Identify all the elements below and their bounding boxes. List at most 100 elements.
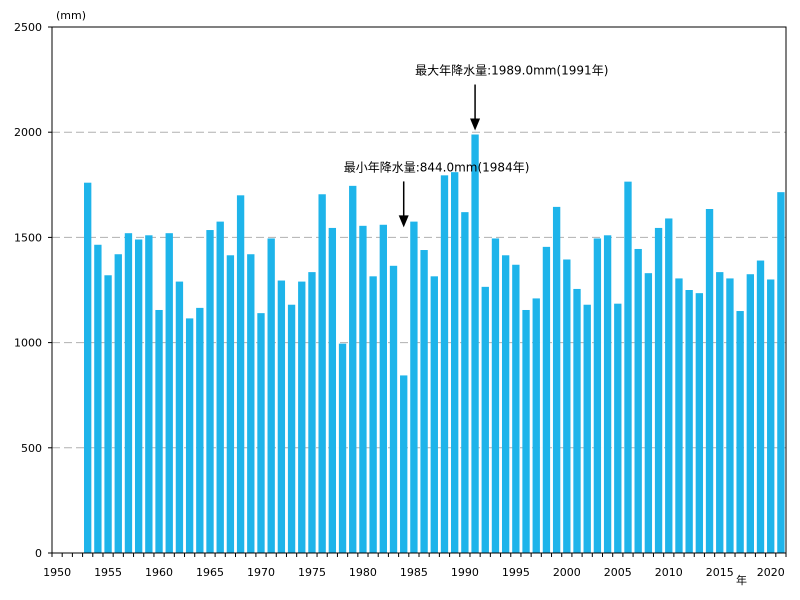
- y-axis-unit: (mm): [56, 9, 86, 22]
- y-tick-label: 2500: [14, 21, 42, 34]
- y-axis-ticks: 0 500 1000 1500 2000 2500: [14, 21, 52, 560]
- bar: [695, 293, 704, 553]
- bar: [777, 192, 785, 553]
- bar: [573, 288, 581, 553]
- bar: [185, 318, 194, 553]
- bar: [328, 227, 337, 553]
- bar: [145, 235, 153, 553]
- bar: [369, 276, 377, 553]
- bar: [461, 212, 469, 554]
- bar: [665, 218, 673, 554]
- bar: [84, 182, 92, 554]
- bar: [257, 313, 265, 553]
- bar: [593, 238, 602, 553]
- bars: [84, 134, 785, 554]
- bar: [767, 279, 775, 553]
- bar: [379, 224, 387, 553]
- x-tick-label: 2005: [604, 566, 632, 579]
- x-tick-label: 1985: [400, 566, 428, 579]
- bar: [287, 304, 296, 553]
- bar: [522, 309, 530, 553]
- bar: [532, 298, 540, 553]
- x-tick-label: 1980: [349, 566, 377, 579]
- bar: [175, 281, 184, 553]
- bar: [349, 185, 357, 554]
- x-tick-label: 1960: [145, 566, 173, 579]
- y-tick-label: 1500: [14, 231, 42, 244]
- annotation-arrow-head: [398, 215, 409, 228]
- bar: [206, 230, 214, 553]
- x-tick-label: 1965: [196, 566, 224, 579]
- x-tick-label: 1995: [502, 566, 530, 579]
- bar: [634, 248, 642, 554]
- bar: [359, 225, 367, 553]
- bar: [542, 246, 551, 554]
- bar: [512, 264, 520, 553]
- bar: [563, 259, 571, 553]
- annotations: 最大年降水量:1989.0mm(1991年) 最小年降水量:844.0mm(198…: [344, 64, 608, 228]
- bar: [481, 286, 489, 553]
- annotation-label: 最大年降水量:1989.0mm(1991年): [415, 64, 608, 78]
- bar: [726, 278, 734, 553]
- bar: [308, 272, 316, 553]
- bar: [216, 221, 224, 553]
- bar: [756, 260, 765, 553]
- bar: [134, 239, 143, 553]
- bar: [318, 194, 326, 553]
- bar: [430, 276, 438, 553]
- bar: [410, 221, 418, 553]
- bar: [247, 254, 255, 553]
- x-tick-label: 1975: [298, 566, 326, 579]
- x-tick-label: 2010: [655, 566, 683, 579]
- bar: [624, 181, 632, 554]
- bar: [267, 238, 275, 553]
- bar: [104, 275, 112, 553]
- bar: [471, 134, 479, 553]
- bar: [491, 238, 500, 553]
- bar: [451, 172, 459, 553]
- y-tick-label: 0: [35, 547, 42, 560]
- annotation-arrow-head: [470, 118, 481, 131]
- bar: [236, 195, 245, 553]
- bar: [196, 307, 204, 553]
- x-tick-label: 2000: [553, 566, 581, 579]
- bar: [165, 233, 173, 553]
- bar: [155, 309, 163, 553]
- bar: [124, 233, 133, 553]
- bar: [654, 227, 663, 553]
- bar: [552, 206, 561, 553]
- bar: [277, 280, 286, 553]
- bar: [603, 235, 612, 553]
- bar: [440, 175, 449, 553]
- annotation-label: 最小年降水量:844.0mm(1984年): [344, 160, 530, 174]
- y-tick-label: 500: [21, 442, 42, 455]
- bar: [644, 273, 653, 553]
- y-tick-label: 2000: [14, 126, 42, 139]
- x-tick-label: 1990: [451, 566, 479, 579]
- bar: [614, 303, 622, 553]
- x-tick-label: 2015: [706, 566, 734, 579]
- bar: [420, 250, 428, 554]
- bar: [685, 290, 693, 553]
- bar: [389, 265, 398, 553]
- bar: [94, 244, 102, 553]
- x-tick-label: 1950: [43, 566, 71, 579]
- x-tick-label: 2020: [757, 566, 785, 579]
- bar: [226, 255, 235, 553]
- bar: [746, 274, 754, 553]
- bar: [716, 272, 724, 553]
- bar: [675, 278, 683, 553]
- x-tick-label: 1955: [94, 566, 122, 579]
- bar: [583, 304, 591, 553]
- bar: [736, 311, 744, 553]
- bar: [400, 375, 408, 553]
- x-axis-unit: 年: [736, 573, 747, 587]
- x-tick-label: 1970: [247, 566, 275, 579]
- bar: [705, 208, 714, 553]
- y-tick-label: 1000: [14, 337, 42, 350]
- bar: [338, 343, 347, 553]
- x-axis-ticks: 1950 1955 1960 1965 1970 1975 1980 1985 1990 1995…: [43, 553, 787, 579]
- bar: [501, 255, 510, 553]
- bar: [298, 281, 306, 553]
